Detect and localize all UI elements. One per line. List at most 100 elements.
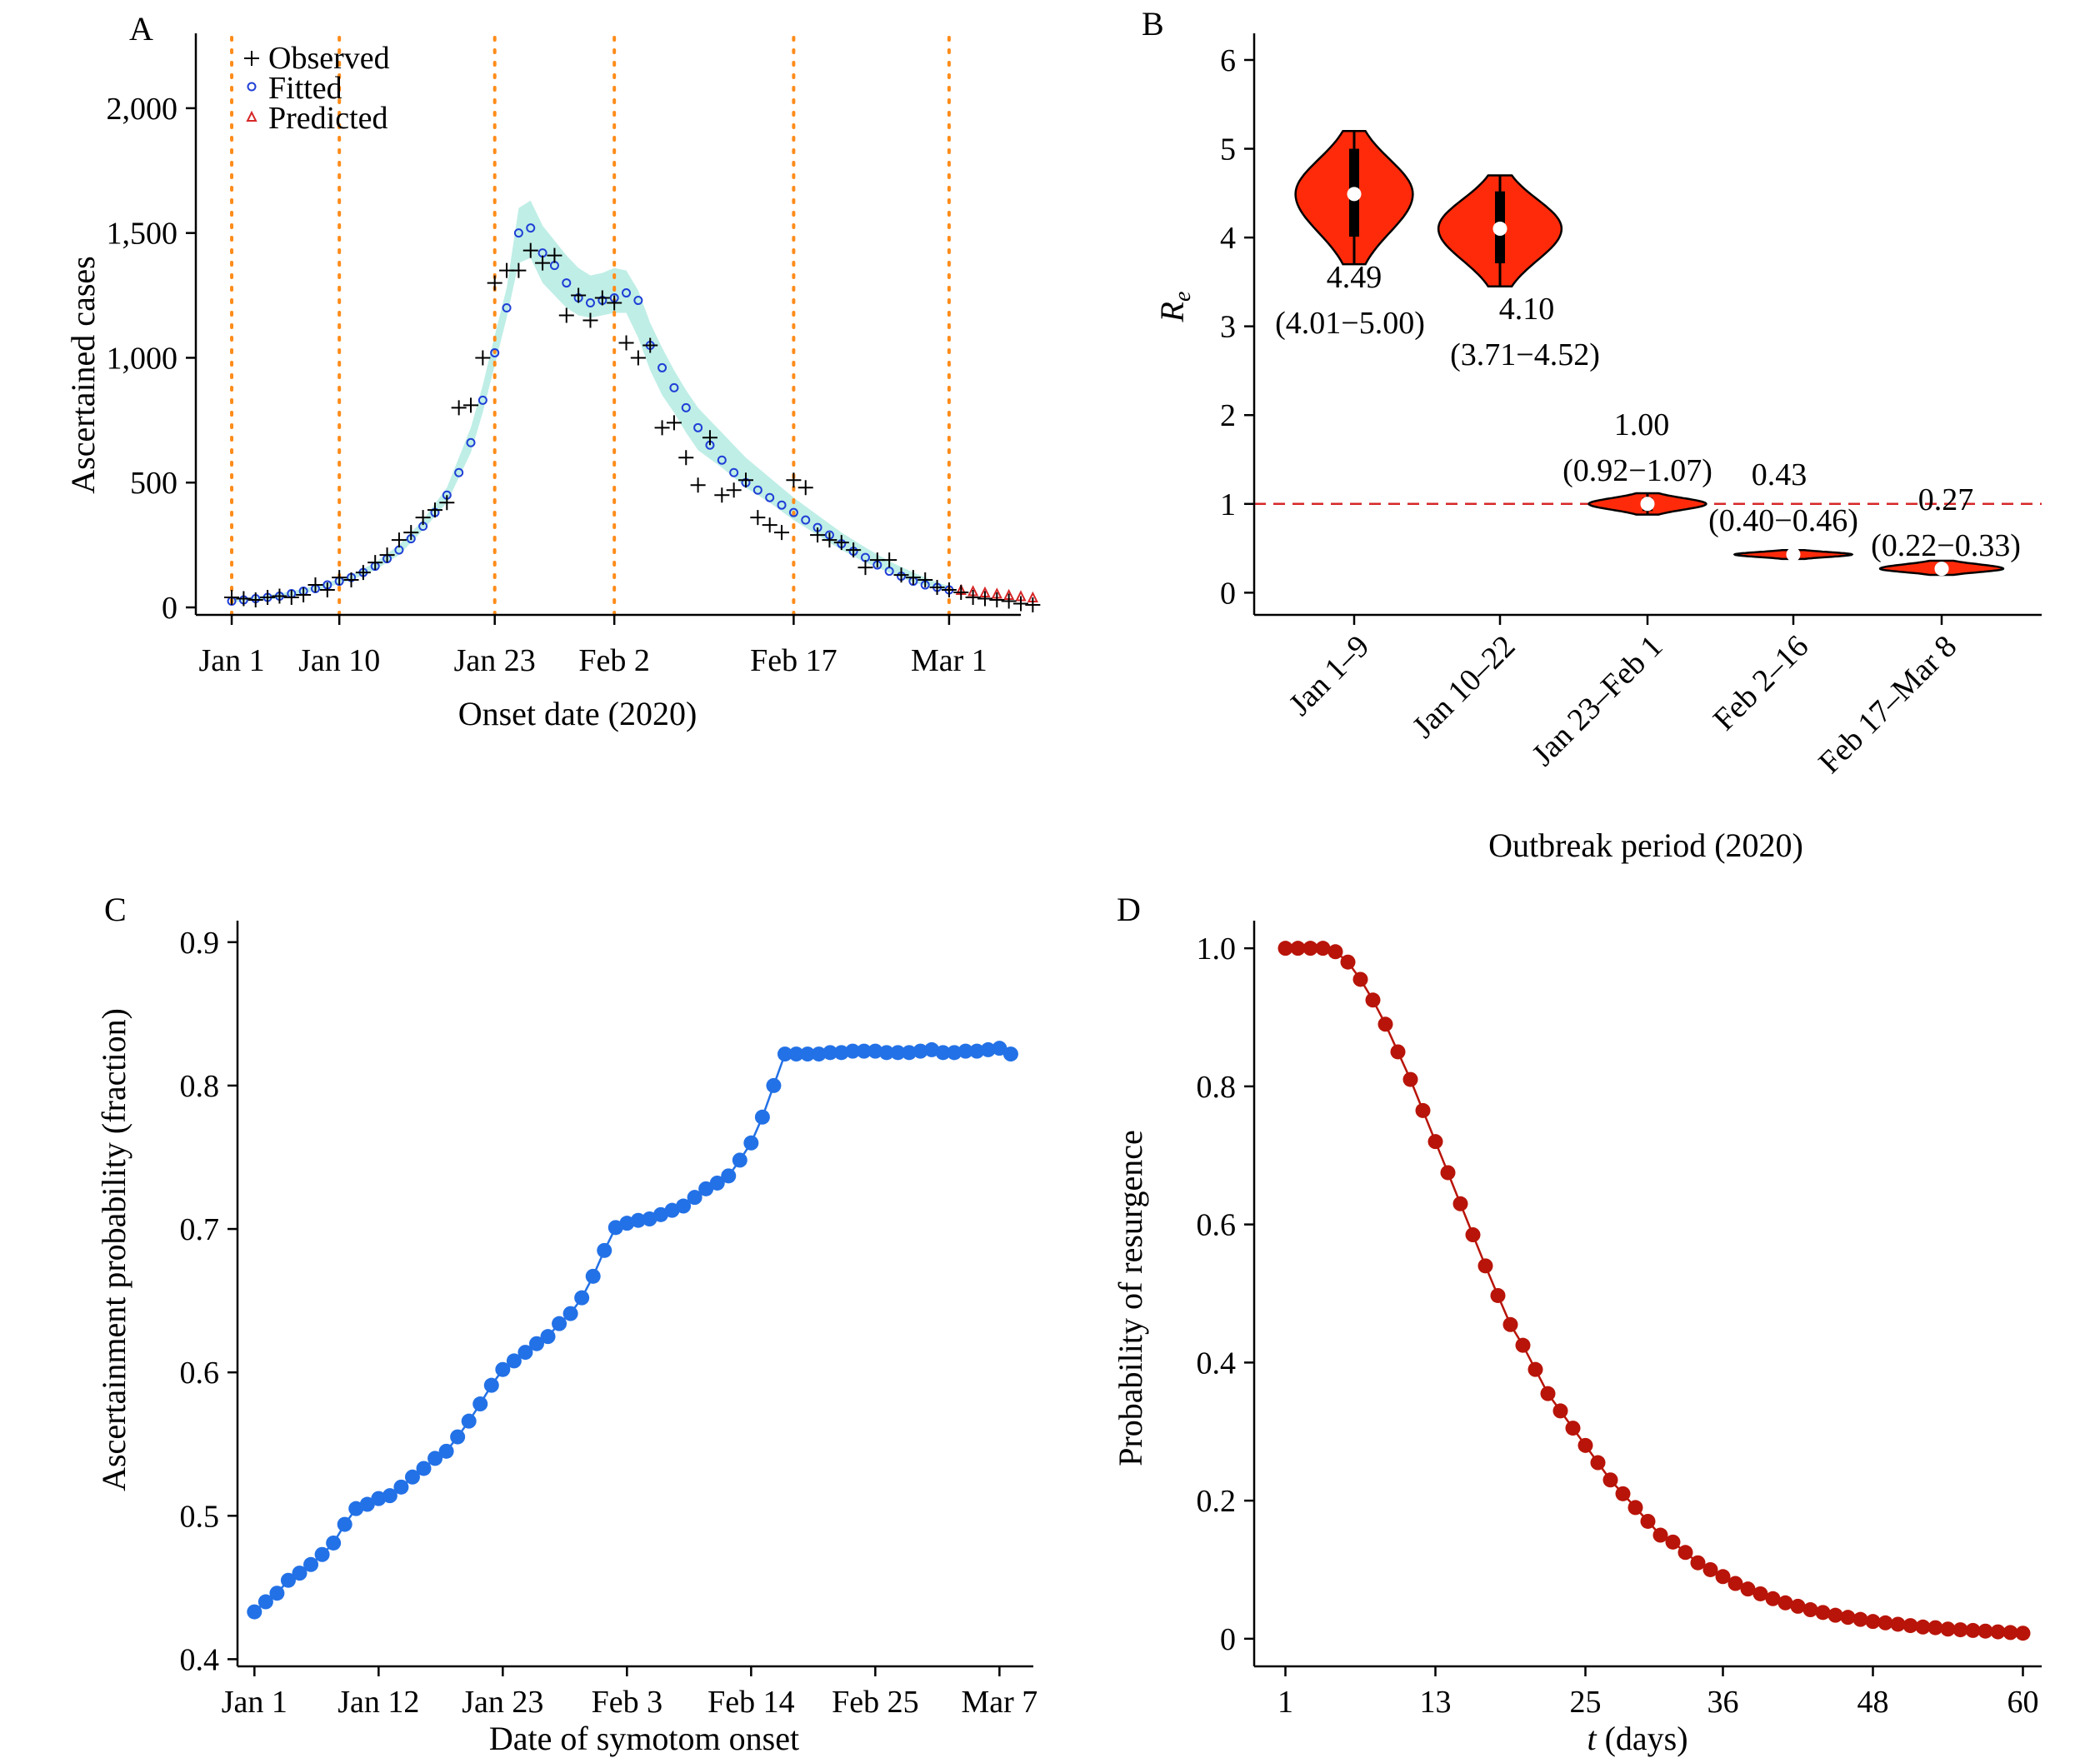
data-point — [912, 1043, 928, 1059]
data-point — [687, 1190, 702, 1206]
y-tick-label: 0.6 — [1197, 1208, 1237, 1243]
data-point — [574, 1290, 590, 1306]
observed-point — [822, 532, 838, 548]
x-tick-label: 25 — [1570, 1685, 1602, 1720]
observed-point — [1013, 596, 1028, 612]
data-point — [845, 1043, 861, 1059]
data-point — [438, 1443, 454, 1459]
data-point — [1940, 1621, 1956, 1637]
data-point — [326, 1535, 342, 1551]
data-point — [1965, 1622, 1981, 1638]
observed-point — [439, 495, 455, 511]
observed-point — [714, 487, 730, 503]
data-point — [1452, 1196, 1468, 1211]
data-point — [1678, 1545, 1693, 1561]
data-point — [1690, 1555, 1706, 1571]
data-point — [597, 1242, 612, 1258]
observed-point — [929, 580, 945, 596]
data-point — [1865, 1614, 1881, 1630]
x-tick-label: 60 — [2008, 1685, 2039, 1720]
data-point — [1628, 1500, 1643, 1516]
data-point — [969, 1043, 985, 1059]
data-point — [1515, 1337, 1531, 1353]
y-tick-label: 3 — [1220, 310, 1236, 345]
data-point — [1528, 1361, 1543, 1377]
observed-point — [535, 255, 551, 271]
data-point — [868, 1043, 883, 1059]
data-point — [924, 1041, 940, 1057]
y-tick-label: 2 — [1220, 398, 1236, 433]
observed-point — [391, 532, 407, 548]
y-tick-label: 6 — [1220, 43, 1236, 78]
y-tick-label: 0.6 — [180, 1356, 220, 1391]
data-point — [1590, 1455, 1606, 1471]
observed-point — [702, 430, 718, 446]
x-tick-label: Jan 1 — [222, 1685, 288, 1720]
panel-c-ylabel: Ascertainment probability (fraction) — [95, 1008, 132, 1491]
fitted-point — [466, 437, 476, 447]
x-tick-label: 13 — [1420, 1685, 1452, 1720]
x-tick-label: Jan 10–22 — [1406, 629, 1522, 745]
x-tick-label: Jan 1–9 — [1282, 629, 1377, 723]
panel-a-xlabel: Onset date (2020) — [458, 695, 698, 732]
observed-point — [332, 570, 348, 586]
data-point — [811, 1046, 827, 1062]
data-point — [630, 1212, 646, 1228]
fitted-point — [788, 507, 798, 517]
x-tick-label: Feb 17–Mar 8 — [1812, 629, 1963, 781]
data-point — [393, 1479, 409, 1495]
observed-point — [666, 415, 682, 431]
panel-b-violins — [1294, 129, 2005, 577]
panel-c-xlabel: Date of symotom onset — [489, 1720, 799, 1757]
data-point — [856, 1043, 872, 1059]
data-point — [495, 1361, 511, 1377]
legend-fitted: Fitted — [268, 71, 342, 106]
violin-median-point — [1934, 562, 1949, 577]
fitted-point — [490, 347, 500, 357]
observed-point — [236, 591, 252, 607]
violin-median-point — [1492, 221, 1508, 236]
data-point — [472, 1396, 488, 1412]
data-point — [1952, 1622, 1968, 1638]
legend-markers — [244, 51, 259, 122]
data-point — [676, 1198, 692, 1214]
legend-observed: Observed — [268, 41, 390, 76]
data-point — [314, 1546, 330, 1562]
data-point — [292, 1566, 308, 1581]
observed-point — [272, 588, 288, 604]
panel-c-marks — [247, 1041, 1018, 1620]
observed-point — [882, 552, 898, 568]
data-point — [528, 1336, 544, 1351]
data-point — [1640, 1513, 1656, 1529]
legend-predicted-marker — [246, 110, 258, 122]
data-point — [777, 1046, 792, 1062]
data-point — [1978, 1623, 1993, 1639]
data-point — [1790, 1598, 1806, 1614]
y-tick-label: 1.0 — [1197, 931, 1237, 966]
data-point — [518, 1345, 533, 1361]
y-tick-label: 0.4 — [180, 1642, 220, 1677]
x-tick-label: 1 — [1278, 1685, 1293, 1720]
data-point — [743, 1135, 759, 1151]
observed-point — [989, 592, 1005, 608]
legend-fitted-marker — [247, 82, 257, 92]
fitted-point — [622, 288, 632, 298]
y-tick-label: 0.8 — [180, 1069, 220, 1104]
data-point — [1465, 1227, 1481, 1243]
observed-point — [607, 295, 622, 311]
data-point — [878, 1045, 894, 1061]
data-point — [258, 1594, 273, 1610]
data-point — [822, 1045, 838, 1061]
data-point — [1440, 1165, 1456, 1181]
data-point — [1852, 1611, 1868, 1627]
observed-point — [654, 420, 670, 436]
observed-point — [547, 247, 562, 263]
fitted-point — [513, 228, 523, 238]
fitted-point — [562, 278, 572, 288]
x-tick-label: Jan 12 — [338, 1685, 419, 1720]
observed-point — [1025, 597, 1041, 613]
data-point — [404, 1469, 420, 1485]
data-point — [833, 1045, 849, 1061]
observed-point — [475, 350, 491, 366]
data-point — [1002, 1046, 1018, 1062]
